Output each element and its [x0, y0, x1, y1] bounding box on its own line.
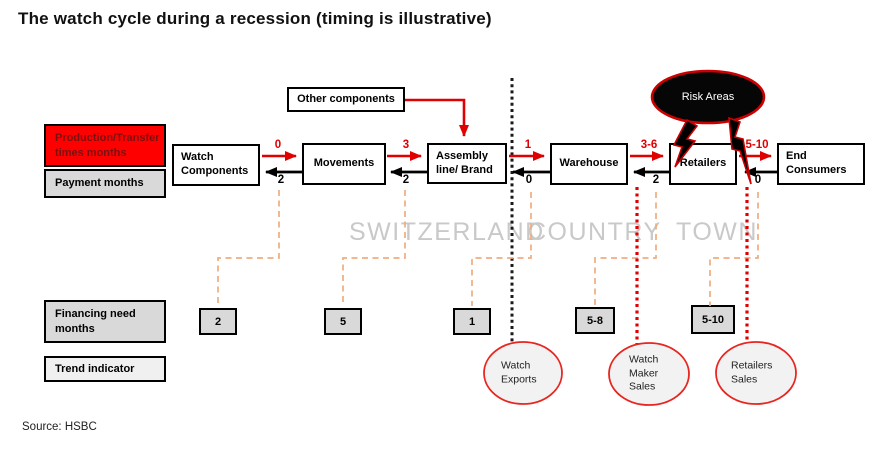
legend-production-transfer: Production/Transfer times months — [44, 124, 166, 167]
payment-months-label: 0 — [525, 174, 533, 186]
stage-label: Movements — [313, 157, 375, 170]
watermark-switzerland: SWITZERLAND — [349, 218, 545, 246]
legend-payment-months-label: Payment months — [55, 177, 144, 190]
stage-box-warehouse: Warehouse — [550, 143, 628, 185]
retailers-sales-label: Retailers Sales — [731, 359, 773, 385]
legend-payment-months: Payment months — [44, 169, 166, 198]
financing-dashed-connectors — [217, 190, 759, 306]
risk-areas-label: Risk Areas — [681, 91, 735, 103]
payment-months-label: 2 — [277, 174, 285, 186]
legend-trend-indicator: Trend indicator — [44, 356, 166, 382]
payment-months-label: 2 — [402, 174, 410, 186]
stage-box-end-consumers: End Consumers — [777, 143, 865, 185]
stage-box-assembly-line-brand: Assembly line/ Brand — [427, 143, 507, 184]
transfer-time-label: 3-6 — [640, 139, 658, 151]
financing-box: 1 — [453, 308, 491, 335]
stage-box-watch-components: Watch Components — [172, 144, 260, 186]
source-note: Source: HSBC — [22, 421, 97, 433]
stage-label: Watch Components — [181, 151, 249, 177]
legend-financing-need: Financing need months — [44, 300, 166, 343]
page-title: The watch cycle during a recession (timi… — [18, 9, 492, 28]
watch-exports-label: Watch Exports — [501, 359, 537, 385]
legend-trend-indicator-label: Trend indicator — [55, 362, 135, 375]
other-components-label: Other components — [297, 92, 395, 105]
other-components-box: Other components — [287, 87, 405, 112]
stage-box-retailers: Retailers — [669, 143, 737, 185]
transfer-time-label: 3 — [402, 139, 410, 151]
watch-maker-sales-label: Watch Maker Sales — [629, 353, 659, 393]
stage-label: Assembly line/ Brand — [436, 149, 493, 176]
payment-months-label: 0 — [754, 174, 762, 186]
legend-financing-need-label: Financing need months — [55, 308, 136, 335]
transfer-time-label: 1 — [524, 139, 532, 151]
transfer-time-label: 5-10 — [745, 139, 769, 151]
financing-box: 5-8 — [575, 307, 615, 334]
watermark-country: COUNTRY — [528, 218, 662, 246]
financing-box: 5-10 — [691, 305, 735, 334]
stage-label: Retailers — [679, 157, 727, 170]
transfer-time-label: 0 — [274, 139, 282, 151]
payment-months-label: 2 — [652, 174, 660, 186]
stage-box-movements: Movements — [302, 143, 386, 185]
stage-label: End Consumers — [786, 150, 847, 176]
legend-production-transfer-label: Production/Transfer times months — [55, 132, 160, 159]
stage-label: Warehouse — [559, 157, 619, 170]
financing-box: 5 — [324, 308, 362, 335]
watermark-town: TOWN — [676, 218, 758, 246]
financing-box: 2 — [199, 308, 237, 335]
other-components-arrow — [405, 98, 469, 137]
